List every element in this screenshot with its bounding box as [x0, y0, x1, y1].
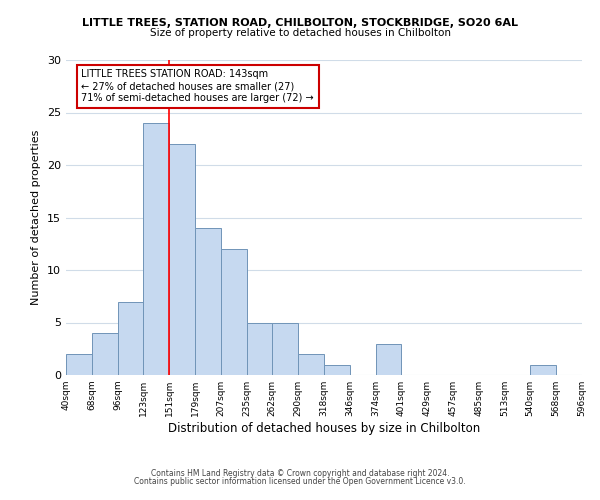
Bar	[118, 302, 143, 375]
Bar	[169, 144, 195, 375]
Bar	[247, 322, 272, 375]
Bar	[143, 123, 169, 375]
Text: LITTLE TREES, STATION ROAD, CHILBOLTON, STOCKBRIDGE, SO20 6AL: LITTLE TREES, STATION ROAD, CHILBOLTON, …	[82, 18, 518, 28]
Text: Size of property relative to detached houses in Chilbolton: Size of property relative to detached ho…	[149, 28, 451, 38]
Text: Contains HM Land Registry data © Crown copyright and database right 2024.: Contains HM Land Registry data © Crown c…	[151, 468, 449, 477]
Bar	[324, 364, 350, 375]
Bar	[272, 322, 298, 375]
Text: Contains public sector information licensed under the Open Government Licence v3: Contains public sector information licen…	[134, 477, 466, 486]
Bar	[221, 249, 247, 375]
Text: LITTLE TREES STATION ROAD: 143sqm
← 27% of detached houses are smaller (27)
71% : LITTLE TREES STATION ROAD: 143sqm ← 27% …	[82, 70, 314, 102]
Bar	[530, 364, 556, 375]
Bar	[66, 354, 92, 375]
Y-axis label: Number of detached properties: Number of detached properties	[31, 130, 41, 305]
Bar	[195, 228, 221, 375]
Bar	[376, 344, 401, 375]
X-axis label: Distribution of detached houses by size in Chilbolton: Distribution of detached houses by size …	[168, 422, 480, 435]
Bar	[92, 333, 118, 375]
Bar	[298, 354, 324, 375]
